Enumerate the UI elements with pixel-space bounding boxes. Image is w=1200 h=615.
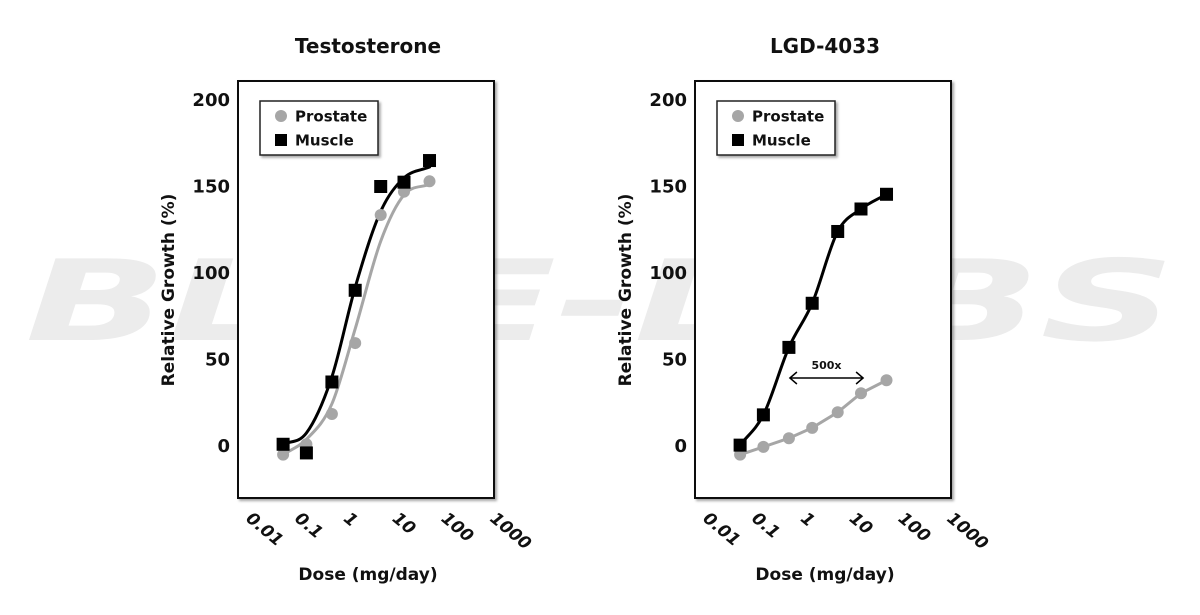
data-point-muscle xyxy=(854,202,868,216)
x-tick-label: 10 xyxy=(845,509,876,540)
y-tick-label: 150 xyxy=(192,177,230,198)
data-point-prostate xyxy=(757,440,770,453)
x-tick-label: 0.1 xyxy=(291,509,327,544)
data-point-muscle xyxy=(325,375,339,389)
legend: Prostate Muscle xyxy=(716,100,836,156)
data-point-muscle xyxy=(831,224,845,238)
y-tick-label: 100 xyxy=(192,263,230,284)
data-point-muscle xyxy=(805,296,819,310)
data-point-muscle xyxy=(397,175,411,189)
data-point-prostate xyxy=(782,432,795,445)
data-point-prostate xyxy=(854,387,867,400)
x-tick-label: 0.01 xyxy=(242,509,287,551)
data-point-prostate xyxy=(423,175,436,188)
x-tick-label: 1 xyxy=(796,509,818,532)
arrow-right-head-icon xyxy=(855,371,865,385)
x-tick-label: 1 xyxy=(339,509,361,532)
y-axis-label: Relative Growth (%) xyxy=(159,194,179,387)
legend-marker-muscle xyxy=(275,134,287,146)
data-point-muscle xyxy=(423,154,437,168)
y-tick-label: 50 xyxy=(662,350,687,371)
legend-label: Prostate xyxy=(752,108,824,126)
data-point-muscle xyxy=(756,408,770,422)
legend-marker-muscle xyxy=(732,134,744,146)
y-tick-label: 0 xyxy=(674,436,687,457)
x-tick-label: 100 xyxy=(894,509,934,547)
y-tick-label: 200 xyxy=(192,90,230,111)
y-tick-label: 200 xyxy=(649,90,687,111)
data-point-muscle xyxy=(348,283,362,297)
data-point-prostate xyxy=(880,374,893,387)
x-axis-label: Dose (mg/day) xyxy=(298,565,437,585)
y-tick-label: 0 xyxy=(217,436,230,457)
x-tick-label: 1000 xyxy=(943,509,992,555)
legend-label: Muscle xyxy=(752,132,811,150)
x-axis-label: Dose (mg/day) xyxy=(755,565,894,585)
data-point-muscle xyxy=(880,187,894,201)
data-point-muscle xyxy=(374,180,388,193)
y-tick-label: 150 xyxy=(649,177,687,198)
data-point-muscle xyxy=(733,438,747,452)
x-tick-label: 0.1 xyxy=(748,509,784,544)
data-point-prostate xyxy=(806,421,819,434)
x-tick-label: 100 xyxy=(437,509,477,547)
annotation-fold-difference: 500x xyxy=(788,359,865,385)
data-point-muscle xyxy=(782,340,796,354)
x-tick-label: 0.01 xyxy=(699,509,744,551)
y-tick-label: 50 xyxy=(205,350,230,371)
y-axis-label: Relative Growth (%) xyxy=(616,194,636,387)
legend-label: Muscle xyxy=(295,132,354,150)
data-point-prostate xyxy=(734,448,747,461)
x-tick-label: 10 xyxy=(388,509,419,540)
legend: Prostate Muscle xyxy=(259,100,379,156)
watermark: BLUE-LABS xyxy=(25,237,1175,367)
data-point-muscle xyxy=(299,446,313,460)
data-point-prostate xyxy=(349,337,362,350)
arrow-left-head-icon xyxy=(788,371,798,385)
chart-title: Testosterone xyxy=(295,34,441,58)
legend-marker-prostate xyxy=(732,110,744,122)
x-tick-label: 1000 xyxy=(486,509,535,555)
data-point-muscle xyxy=(276,437,290,451)
data-point-prostate xyxy=(325,407,338,420)
y-tick-label: 100 xyxy=(649,263,687,284)
annotation-label: 500x xyxy=(811,359,841,372)
data-point-prostate xyxy=(277,448,290,461)
chart-title: LGD-4033 xyxy=(770,34,880,58)
legend-label: Prostate xyxy=(295,108,367,126)
legend-marker-prostate xyxy=(275,110,287,122)
data-point-prostate xyxy=(831,406,844,419)
data-point-prostate xyxy=(397,185,410,198)
data-point-prostate xyxy=(374,209,387,222)
